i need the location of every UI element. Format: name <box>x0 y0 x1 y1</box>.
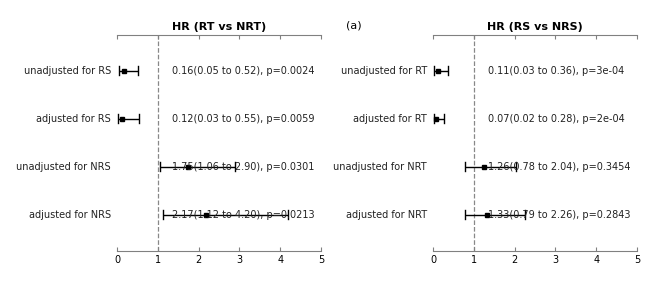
Text: 0.07(0.02 to 0.28), p=2e-04: 0.07(0.02 to 0.28), p=2e-04 <box>488 113 625 124</box>
Text: unadjusted for NRT: unadjusted for NRT <box>333 162 427 172</box>
Text: 0.12(0.03 to 0.55), p=0.0059: 0.12(0.03 to 0.55), p=0.0059 <box>172 113 315 124</box>
Text: adjusted for NRT: adjusted for NRT <box>346 210 427 219</box>
Text: adjusted for RS: adjusted for RS <box>36 113 111 124</box>
Text: unadjusted for RS: unadjusted for RS <box>23 66 111 75</box>
Text: unadjusted for NRS: unadjusted for NRS <box>16 162 111 172</box>
Text: 1.26(0.78 to 2.04), p=0.3454: 1.26(0.78 to 2.04), p=0.3454 <box>488 162 630 172</box>
Title: HR (RS vs NRS): HR (RS vs NRS) <box>487 22 583 32</box>
Text: 1.75(1.06 to 2.90), p=0.0301: 1.75(1.06 to 2.90), p=0.0301 <box>172 162 315 172</box>
Text: adjusted for RT: adjusted for RT <box>353 113 427 124</box>
Text: (a): (a) <box>346 20 361 31</box>
Text: unadjusted for RT: unadjusted for RT <box>341 66 427 75</box>
Text: 0.16(0.05 to 0.52), p=0.0024: 0.16(0.05 to 0.52), p=0.0024 <box>172 66 315 75</box>
Text: 1.33(0.79 to 2.26), p=0.2843: 1.33(0.79 to 2.26), p=0.2843 <box>488 210 630 219</box>
Text: 2.17(1.12 to 4.20), p=0.0213: 2.17(1.12 to 4.20), p=0.0213 <box>172 210 315 219</box>
Text: 0.11(0.03 to 0.36), p=3e-04: 0.11(0.03 to 0.36), p=3e-04 <box>488 66 625 75</box>
Text: adjusted for NRS: adjusted for NRS <box>29 210 111 219</box>
Title: HR (RT vs NRT): HR (RT vs NRT) <box>172 22 266 32</box>
